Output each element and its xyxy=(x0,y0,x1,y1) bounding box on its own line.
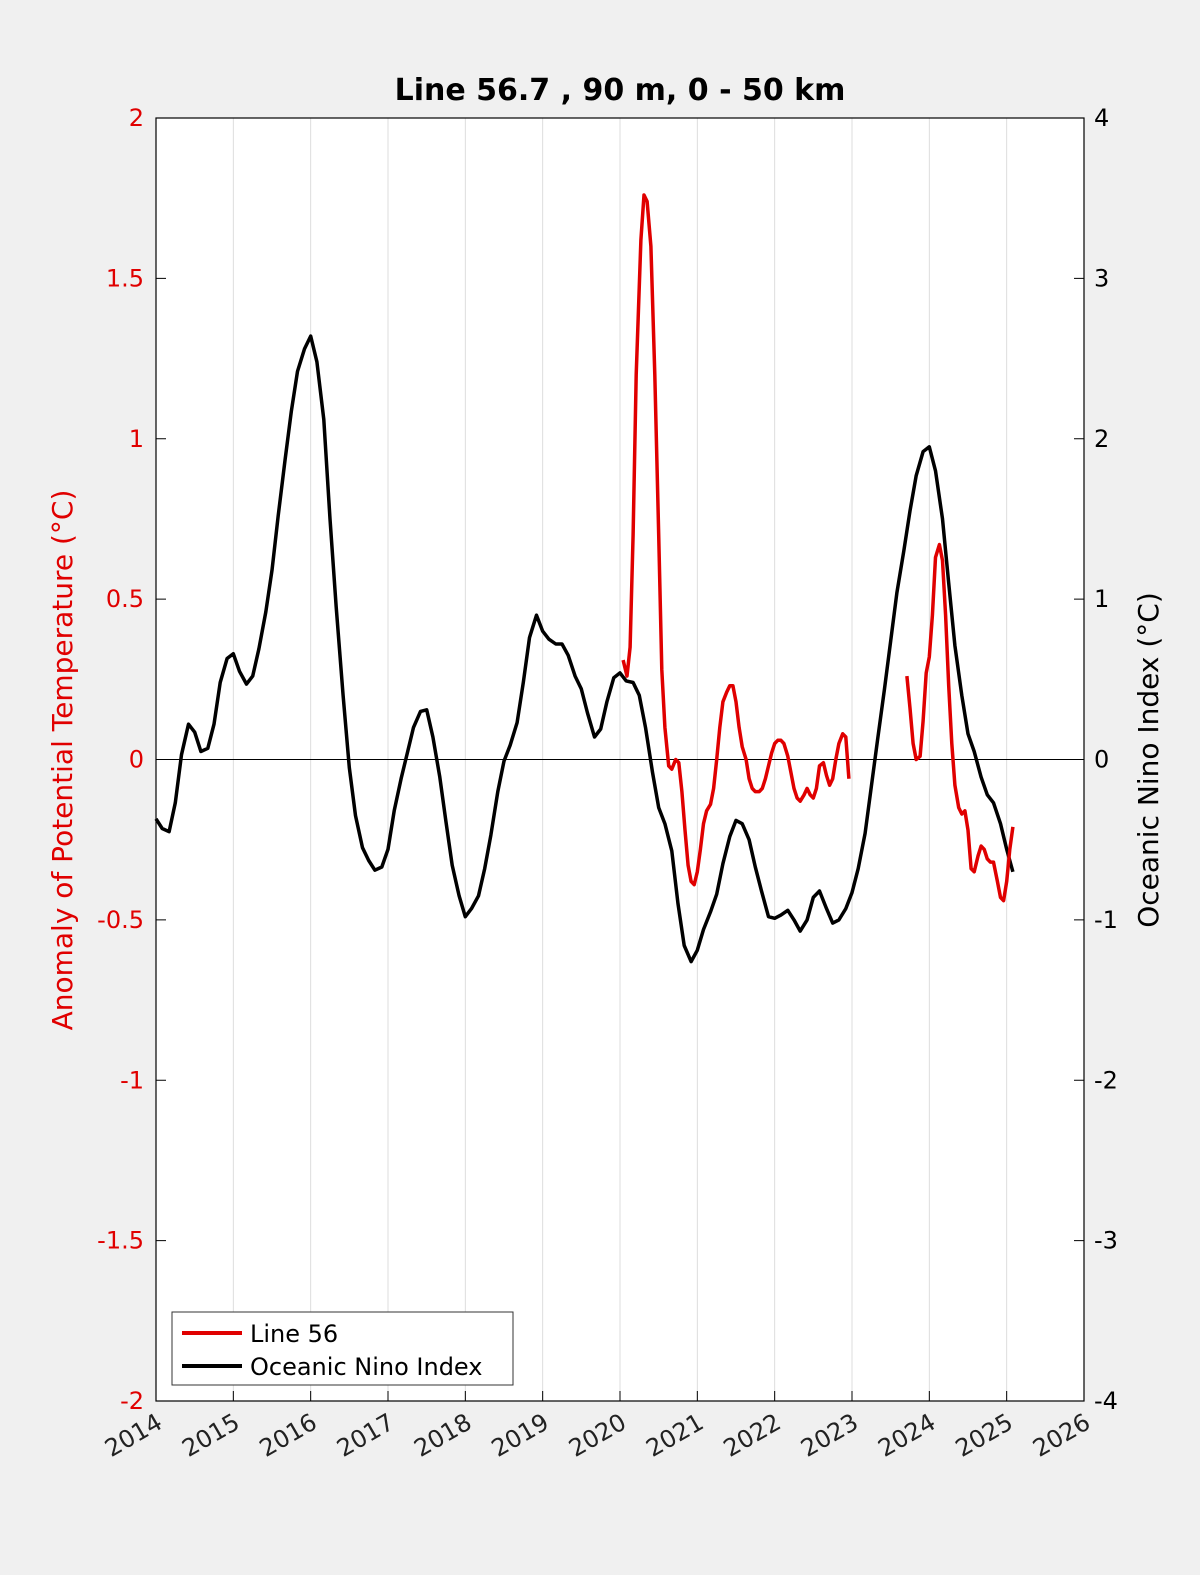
x-tick-label: 2017 xyxy=(332,1408,399,1463)
legend: Line 56 Oceanic Nino Index xyxy=(171,1311,514,1386)
x-tick-label: 2025 xyxy=(951,1408,1018,1463)
y-left-tick-label: 1.5 xyxy=(106,264,144,292)
y-right-tick-label: 4 xyxy=(1094,104,1109,132)
legend-label-oni: Oceanic Nino Index xyxy=(250,1353,482,1381)
x-tick-label: 2018 xyxy=(409,1408,476,1463)
x-tick-label: 2023 xyxy=(796,1408,863,1463)
chart-title: Line 56.7 , 90 m, 0 - 50 km xyxy=(395,73,846,108)
series-layer xyxy=(154,193,1015,964)
y-right-tick-label: -3 xyxy=(1094,1227,1118,1255)
y-axis-label-left: Anomaly of Potential Temperature (°C) xyxy=(46,490,79,1031)
legend-label-line56: Line 56 xyxy=(250,1320,338,1348)
x-tick-label: 2026 xyxy=(1028,1408,1095,1463)
y-left-tick-label: -0.5 xyxy=(97,906,144,934)
y-right-tick-label: -2 xyxy=(1094,1066,1118,1094)
y-left-tick-label: 0.5 xyxy=(106,585,144,613)
series-line-oceanic-nino-index xyxy=(154,334,1015,964)
legend-box xyxy=(171,1311,514,1386)
series-line-line-56 xyxy=(621,193,851,887)
x-tick-label: 2024 xyxy=(873,1408,940,1463)
x-tick-label: 2019 xyxy=(487,1408,554,1463)
y-left-tick-label: -1.5 xyxy=(97,1227,144,1255)
y-right-tick-label: 2 xyxy=(1094,425,1109,453)
x-tick-label: 2015 xyxy=(177,1408,244,1463)
series-line-line-56 xyxy=(905,542,1015,903)
x-tick-label: 2020 xyxy=(564,1408,631,1463)
x-tick-label: 2022 xyxy=(719,1408,786,1463)
y-left-tick-label: -1 xyxy=(120,1066,144,1094)
y-left-tick-label: 1 xyxy=(129,425,144,453)
y-left-tick-label: 2 xyxy=(129,104,144,132)
y-axis-label-right: Oceanic Nino Index (°C) xyxy=(1132,592,1165,928)
x-tick-label: 2021 xyxy=(641,1408,708,1463)
y-right-tick-label: -1 xyxy=(1094,906,1118,934)
y-left-tick-label: 0 xyxy=(129,746,144,774)
x-tick-label: 2016 xyxy=(255,1408,322,1463)
y-left-tick-label: -2 xyxy=(120,1387,144,1415)
y-right-tick-label: 0 xyxy=(1094,746,1109,774)
x-tick-label: 2014 xyxy=(100,1408,167,1463)
y-right-tick-label: -4 xyxy=(1094,1387,1118,1415)
y-right-tick-label: 1 xyxy=(1094,585,1109,613)
y-right-tick-label: 3 xyxy=(1094,264,1109,292)
